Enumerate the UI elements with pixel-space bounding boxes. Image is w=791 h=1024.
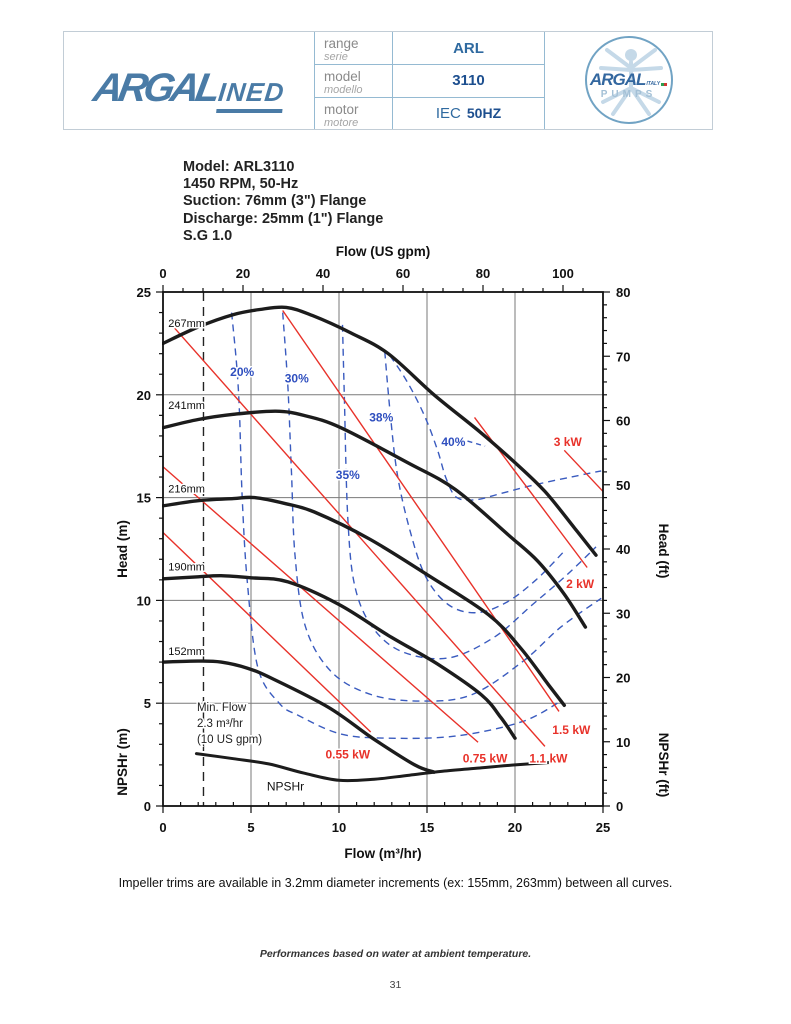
page-number: 31 (389, 979, 402, 991)
y-axis-npshr-ft-title: NPSHr (ft) (656, 733, 671, 798)
efficiency-label-38%: 38% (369, 410, 393, 424)
svg-text:10: 10 (332, 820, 346, 835)
performance-disclaimer: Performances based on water at ambient t… (259, 948, 532, 960)
svg-text:70: 70 (616, 349, 630, 364)
svg-text:5: 5 (144, 696, 151, 711)
header: ARGA L INED range serie ARL model modello … (63, 31, 713, 130)
min-flow-note: (10 US gpm) (197, 734, 262, 746)
svg-text:15: 15 (420, 820, 434, 835)
svg-text:50: 50 (616, 478, 630, 493)
curves (162, 305, 604, 783)
svg-text:20: 20 (137, 388, 151, 403)
gridlines (163, 292, 603, 806)
svg-text:100: 100 (552, 266, 574, 281)
x-axis-top-title: Flow (US gpm) (336, 244, 431, 259)
y-axis-head-m-title: Head (m) (115, 520, 130, 578)
npshr-curve (194, 752, 563, 783)
power-line-1.5kW (282, 310, 560, 712)
badge-brand-text: ARGALITALY (587, 70, 671, 91)
impeller-label-152mm: 152mm (168, 646, 205, 658)
impeller-curve-152mm (162, 659, 436, 774)
label-leader (467, 440, 486, 447)
svg-text:20: 20 (508, 820, 522, 835)
svg-text:0: 0 (159, 820, 166, 835)
min-flow-note: 2.3 m³/hr (197, 718, 243, 730)
svg-text:80: 80 (476, 266, 490, 281)
table-value-range: ARL (392, 32, 544, 65)
vitruvian-figure-icon (598, 48, 663, 117)
model-info-line: Suction: 76mm (3") Flange (183, 193, 367, 210)
svg-text:80: 80 (616, 285, 630, 300)
power-label-3kW: 3 kW (554, 435, 583, 449)
efficiency-label-20%: 20% (230, 365, 254, 379)
power-label-1.1kW: 1.1 kW (529, 752, 568, 766)
power-line-1.1kW (173, 326, 546, 747)
svg-text:10: 10 (137, 593, 151, 608)
svg-text:25: 25 (596, 820, 610, 835)
model-info-line: Discharge: 25mm (1") Flange (183, 210, 384, 227)
svg-text:10: 10 (616, 735, 630, 750)
efficiency-contour-20% (230, 312, 562, 740)
efficiency-contour-30% (282, 312, 602, 702)
power-label-0.75kW: 0.75 kW (463, 752, 508, 766)
impeller-curve-267mm (162, 305, 598, 557)
efficiency-label-35%: 35% (336, 468, 360, 482)
svg-text:25: 25 (137, 285, 151, 300)
svg-text:0: 0 (144, 799, 151, 814)
impeller-curve-216mm (162, 495, 566, 707)
power-line-3kW (563, 449, 604, 492)
impeller-trim-note: Impeller trims are available in 3.2mm di… (118, 876, 673, 890)
y-axis-npshr-m-title: NPSHr (m) (115, 728, 130, 796)
x-axis-bottom-title: Flow (m³/hr) (344, 846, 421, 861)
model-info-line: 1450 RPM, 50-Hz (183, 176, 299, 193)
power-label-0.55kW: 0.55 kW (325, 748, 370, 762)
table-value-motor: IEC 50HZ (392, 96, 544, 129)
plot-border (162, 291, 604, 807)
efficiency-label-30%: 30% (285, 371, 309, 385)
svg-text:0: 0 (159, 266, 166, 281)
power-line-0.55kW (162, 532, 372, 733)
svg-text:40: 40 (616, 542, 630, 557)
impeller-label-267mm: 267mm (168, 318, 205, 330)
svg-text:0: 0 (616, 799, 623, 814)
efficiency-label-40%: 40% (441, 435, 465, 449)
impeller-label-190mm: 190mm (168, 562, 205, 574)
efficiency-contour-35% (341, 324, 597, 660)
svg-text:5: 5 (247, 820, 254, 835)
svg-text:40: 40 (316, 266, 330, 281)
model-info-line: S.G 1.0 (183, 227, 233, 244)
table-label-range: range serie (314, 32, 392, 65)
power-label-1.5kW: 1.5 kW (552, 723, 591, 737)
svg-text:15: 15 (137, 491, 151, 506)
npshr-label: NPSHr (267, 780, 304, 794)
impeller-curve-241mm (162, 409, 588, 629)
power-label-2kW: 2 kW (566, 577, 595, 591)
model-info-line: Model: ARL3110 (183, 159, 295, 175)
table-label-model: model modello (314, 64, 392, 97)
italy-flag-icon (661, 71, 668, 91)
min-flow-note: Min. Flow (197, 702, 247, 714)
impeller-label-241mm: 241mm (168, 400, 205, 412)
efficiency-contour-40% (389, 355, 602, 501)
y-axis-head-ft-title: Head (ft) (656, 524, 671, 579)
svg-text:20: 20 (236, 266, 250, 281)
impeller-curve-190mm (162, 573, 517, 740)
argal-pumps-badge: ARGALITALY PUMPS (544, 32, 712, 129)
badge-pumps-text: PUMPS (600, 89, 657, 101)
svg-text:30: 30 (616, 606, 630, 621)
model-info: Model: ARL3110 1450 RPM, 50-Hz Suction: … (183, 159, 383, 245)
svg-text:60: 60 (396, 266, 410, 281)
svg-text:20: 20 (616, 671, 630, 686)
table-value-model: 3110 (392, 64, 544, 97)
svg-text:60: 60 (616, 414, 630, 429)
power-line-0.75kW (162, 466, 479, 743)
table-label-motor: motor motore (314, 96, 392, 129)
impeller-label-216mm: 216mm (168, 483, 205, 495)
